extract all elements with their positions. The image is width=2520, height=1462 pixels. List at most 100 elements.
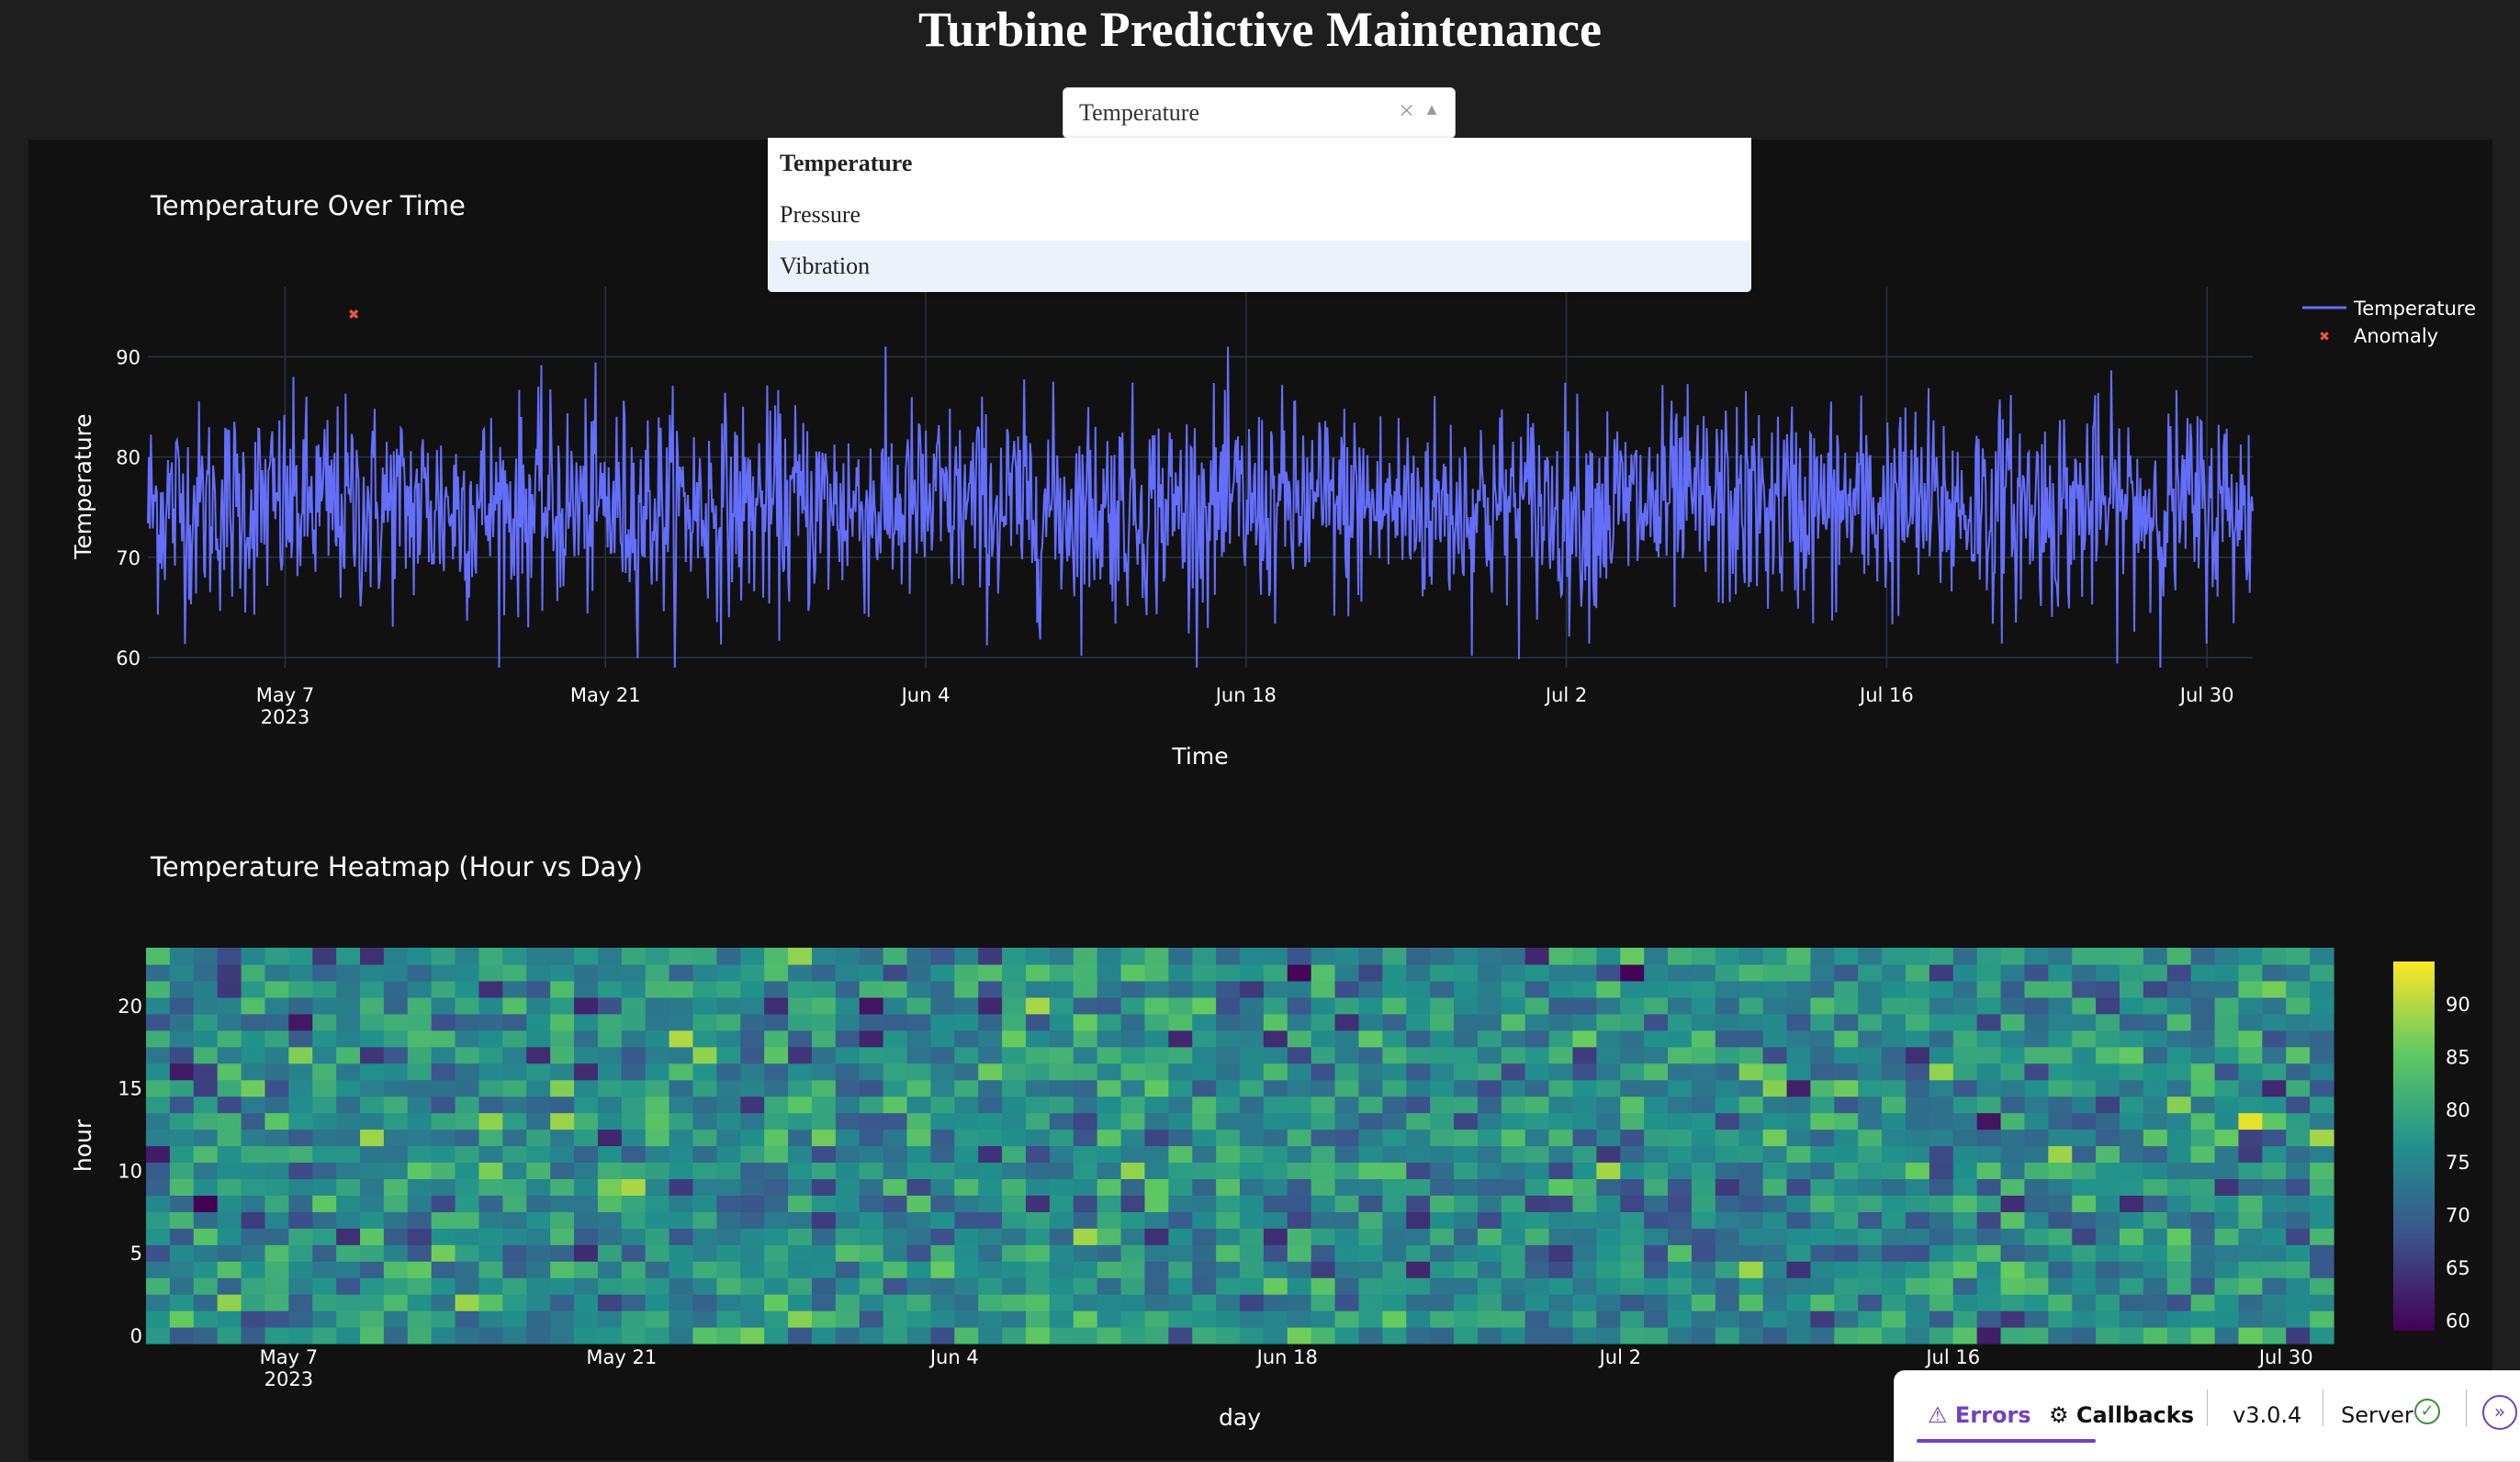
heatmap-cell xyxy=(883,1277,908,1295)
heatmap-cell xyxy=(1548,1046,1574,1064)
dropdown-option-temperature[interactable]: Temperature xyxy=(780,150,913,176)
dropdown-option-pressure[interactable]: Pressure xyxy=(780,201,861,228)
heatmap-cell xyxy=(431,1013,456,1031)
heatmap-cell xyxy=(835,980,861,998)
heatmap-cell xyxy=(1073,1277,1098,1295)
heatmap-cell xyxy=(1596,1195,1621,1212)
heatmap-cell xyxy=(407,1211,433,1229)
heatmap-cell xyxy=(2310,1294,2334,1311)
heatmap-cell xyxy=(431,1244,456,1262)
heatmap-cell xyxy=(550,1294,575,1311)
heatmap-cell xyxy=(669,1195,694,1212)
heatmap-cell xyxy=(1073,1327,1098,1344)
heatmap-cell xyxy=(1477,1162,1502,1180)
heatmap-cell xyxy=(2214,1079,2240,1097)
heatmap-cell xyxy=(1715,1145,1740,1164)
chevron-right-double-icon[interactable]: » xyxy=(2482,1395,2517,1430)
heatmap-cell xyxy=(169,980,195,998)
heatmap-cell xyxy=(835,1178,861,1196)
heatmap-chart[interactable]: Temperature Heatmap (Hour vs Day)0510152… xyxy=(70,851,2470,1431)
heatmap-cell xyxy=(716,1294,741,1311)
heatmap-cell xyxy=(502,996,527,1015)
heatmap-cell xyxy=(2000,1211,2026,1229)
heatmap-cell xyxy=(1905,1129,1930,1147)
heatmap-cell xyxy=(2048,1029,2073,1048)
heatmap-cell xyxy=(1905,963,1930,982)
heatmap-cell xyxy=(407,1228,433,1245)
heatmap-cell xyxy=(1120,1277,1146,1295)
heatmap-cell xyxy=(597,963,623,982)
heatmap-cell xyxy=(1952,996,1978,1015)
heatmap-cell xyxy=(740,1129,765,1147)
heatmap-cell xyxy=(2166,963,2192,982)
heatmap-cell xyxy=(1762,1112,1788,1130)
heatmap-cell xyxy=(1311,1063,1336,1081)
heatmap-cell xyxy=(1430,1129,1455,1147)
heatmap-cell xyxy=(978,1162,1003,1180)
heatmap-cell xyxy=(930,1294,955,1311)
heatmap-cell xyxy=(1168,1277,1193,1295)
errors-tab[interactable]: ⚠ Errors xyxy=(1928,1402,2031,1428)
variable-dropdown[interactable]: Temperature × ▲ xyxy=(1063,87,1456,139)
heatmap-cell xyxy=(811,1129,837,1147)
heatmap-cell xyxy=(383,980,409,998)
heatmap-cell xyxy=(1002,1145,1027,1164)
heatmap-cell xyxy=(502,948,527,965)
heatmap-cell xyxy=(1524,1029,1550,1048)
heatmap-cell xyxy=(2024,1046,2049,1064)
heatmap-cell xyxy=(2096,1294,2121,1311)
heatmap-cell xyxy=(2310,1096,2334,1114)
heatmap-cell xyxy=(1810,1310,1835,1328)
heatmap-cell xyxy=(1311,948,1336,965)
heatmap-cell xyxy=(1929,1261,1954,1278)
heatmap-cell xyxy=(2214,963,2240,982)
heatmap-cell xyxy=(550,1162,575,1180)
heatmap-cell xyxy=(669,1112,694,1130)
heatmap-cell xyxy=(2143,1063,2168,1081)
clear-x-icon[interactable]: × xyxy=(1399,96,1414,126)
heatmap-cell xyxy=(550,1079,575,1097)
heatmap-cell xyxy=(930,1129,955,1147)
heatmap-cell xyxy=(431,1178,456,1196)
heatmap-cell xyxy=(383,1162,409,1180)
heatmap-cell xyxy=(2286,1211,2311,1229)
dropdown-option-vibration[interactable]: Vibration xyxy=(768,241,1751,292)
heatmap-cell xyxy=(1073,1063,1098,1081)
heatmap-cell xyxy=(2048,1228,2073,1245)
caret-up-icon[interactable]: ▲ xyxy=(1423,100,1440,118)
heatmap-cell xyxy=(2286,1261,2311,1278)
heatmap-cell xyxy=(1738,1244,1764,1262)
heatmap-cell xyxy=(2024,1310,2049,1328)
heatmap-cell xyxy=(930,963,955,982)
heatmap-cell xyxy=(645,1211,670,1229)
heatmap-cell xyxy=(2024,1261,2049,1278)
heatmap-cell xyxy=(2119,963,2144,982)
heatmap-cell xyxy=(169,996,195,1015)
heatmap-cell xyxy=(1477,1178,1502,1196)
heatmap-cell xyxy=(455,1195,480,1212)
heatmap-cell xyxy=(1501,1244,1526,1262)
heatmap-cell xyxy=(336,1178,361,1196)
heatmap-cell xyxy=(1025,1112,1051,1130)
heatmap-cell xyxy=(1691,996,1716,1015)
heatmap-cell xyxy=(550,1195,575,1212)
callbacks-tab[interactable]: ⚙ Callbacks xyxy=(2049,1402,2194,1428)
heatmap-cell xyxy=(1120,1046,1146,1064)
heatmap-cell xyxy=(1477,1063,1502,1081)
heatmap-cell xyxy=(1596,1079,1621,1097)
heatmap-cell xyxy=(312,1145,337,1164)
heatmap-cell xyxy=(502,1079,527,1097)
heatmap-cell xyxy=(1786,1013,1811,1031)
hm-x-tick-label: Jun 18 xyxy=(1255,1346,1318,1368)
heatmap-cell xyxy=(2286,948,2311,965)
heatmap-cell xyxy=(1548,1195,1574,1212)
heatmap-cell xyxy=(1668,1063,1693,1081)
heatmap-cell xyxy=(1049,996,1074,1015)
heatmap-cell xyxy=(264,1195,289,1212)
heatmap-cell xyxy=(788,1178,813,1196)
heatmap-cell xyxy=(2072,1178,2097,1196)
heatmap-cell xyxy=(1524,1079,1550,1097)
heatmap-cell xyxy=(669,1178,694,1196)
heatmap-cell xyxy=(978,1063,1003,1081)
